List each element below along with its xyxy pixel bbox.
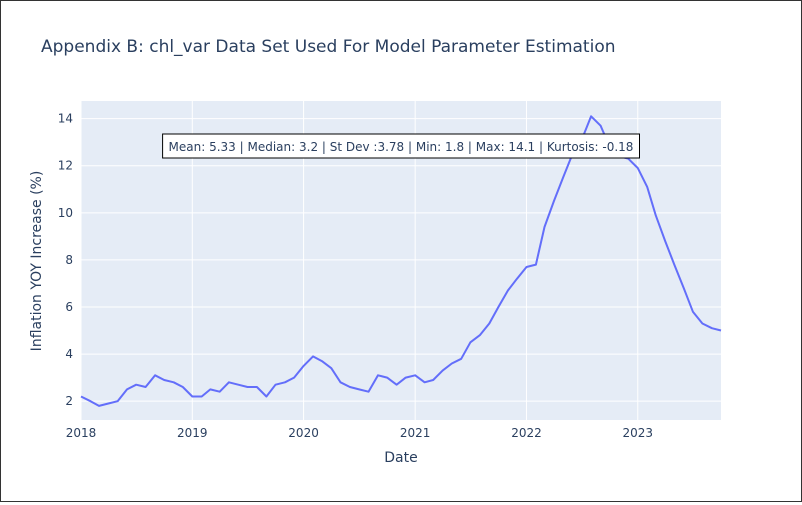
stats-annotation-text: Mean: 5.33 | Median: 3.2 | St Dev :3.78 … bbox=[169, 140, 634, 154]
y-ticks: 2 4 6 8 10 12 14 bbox=[58, 112, 73, 409]
x-axis-label: Date bbox=[384, 450, 417, 466]
x-tick-label: 2020 bbox=[288, 426, 319, 440]
x-tick-label: 2021 bbox=[400, 426, 431, 440]
y-tick-label: 12 bbox=[58, 159, 73, 173]
y-axis-label: Inflation YOY Increase (%) bbox=[29, 171, 45, 352]
y-tick-label: 2 bbox=[65, 394, 73, 408]
y-tick-label: 10 bbox=[58, 206, 73, 220]
y-tick-label: 14 bbox=[58, 112, 73, 126]
x-tick-label: 2023 bbox=[622, 426, 653, 440]
y-tick-label: 6 bbox=[65, 300, 73, 314]
stats-annotation: Mean: 5.33 | Median: 3.2 | St Dev :3.78 … bbox=[162, 133, 640, 159]
x-tick-label: 2022 bbox=[511, 426, 542, 440]
chart-title: Appendix B: chl_var Data Set Used For Mo… bbox=[41, 37, 616, 57]
x-tick-label: 2018 bbox=[66, 426, 97, 440]
y-tick-label: 8 bbox=[65, 253, 73, 267]
stats-annotation-box bbox=[162, 133, 640, 159]
y-tick-label: 4 bbox=[65, 347, 73, 361]
x-ticks: 2018 2019 2020 2021 2022 2023 bbox=[66, 426, 653, 440]
x-tick-label: 2019 bbox=[177, 426, 208, 440]
